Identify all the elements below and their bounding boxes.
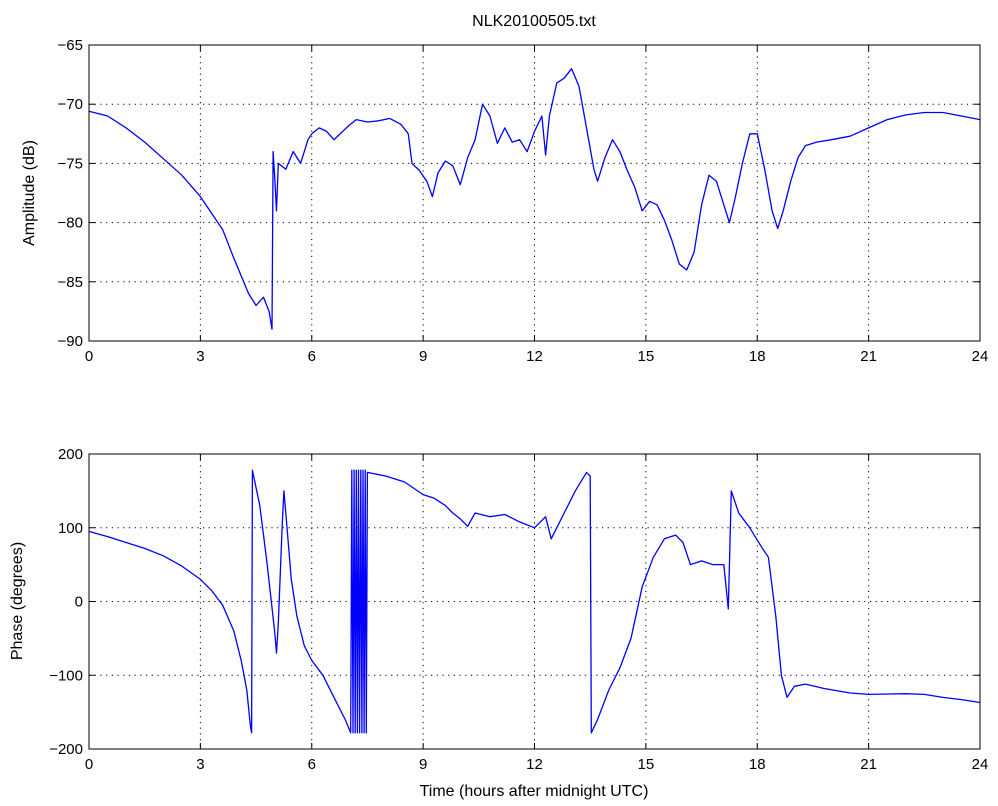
x-tick-label: 9 bbox=[419, 348, 427, 365]
y-tick-label: −90 bbox=[58, 333, 83, 350]
y-tick-label: −85 bbox=[58, 274, 83, 291]
y-tick-label: 100 bbox=[58, 520, 83, 537]
y-tick-label: −65 bbox=[58, 37, 83, 54]
phase-axes: Phase (degrees) Time (hours after midnig… bbox=[9, 446, 988, 800]
x-tick-label: 0 bbox=[85, 348, 93, 365]
y-tick-label: −70 bbox=[58, 96, 83, 113]
x-tick-label: 3 bbox=[196, 348, 204, 365]
y-tick-label: −75 bbox=[58, 155, 83, 172]
y-tick-label: −200 bbox=[49, 741, 83, 758]
y-axis-label-amplitude: Amplitude (dB) bbox=[21, 140, 38, 246]
x-tick-label: 21 bbox=[860, 348, 877, 365]
x-tick-label: 18 bbox=[749, 348, 766, 365]
x-tick-label: 9 bbox=[419, 756, 427, 773]
x-tick-label: 24 bbox=[972, 348, 989, 365]
x-tick-label: 21 bbox=[860, 756, 877, 773]
y-tick-label: −100 bbox=[49, 667, 83, 684]
y-tick-label: 200 bbox=[58, 446, 83, 463]
chart-title: NLK20100505.txt bbox=[472, 13, 596, 30]
x-tick-label: 6 bbox=[308, 348, 316, 365]
y-tick-label: 0 bbox=[75, 594, 83, 611]
x-tick-label: 12 bbox=[526, 756, 543, 773]
x-tick-label: 0 bbox=[85, 756, 93, 773]
x-tick-label: 18 bbox=[749, 756, 766, 773]
phase-series-line bbox=[88, 469, 981, 734]
x-tick-label: 15 bbox=[638, 756, 655, 773]
x-tick-label: 15 bbox=[638, 348, 655, 365]
amplitude-axes: NLK20100505.txt Amplitude (dB) 0 3 6 9 12 15 1… bbox=[21, 13, 988, 365]
x-tick-label: 12 bbox=[526, 348, 543, 365]
x-tick-label: 3 bbox=[196, 756, 204, 773]
y-tick-label: −80 bbox=[58, 215, 83, 232]
x-axis-label-time: Time (hours after midnight UTC) bbox=[420, 783, 649, 800]
x-tick-label: 6 bbox=[308, 756, 316, 773]
x-tick-label: 24 bbox=[972, 756, 989, 773]
y-axis-label-phase: Phase (degrees) bbox=[9, 542, 26, 660]
amplitude-series-line bbox=[88, 68, 981, 330]
